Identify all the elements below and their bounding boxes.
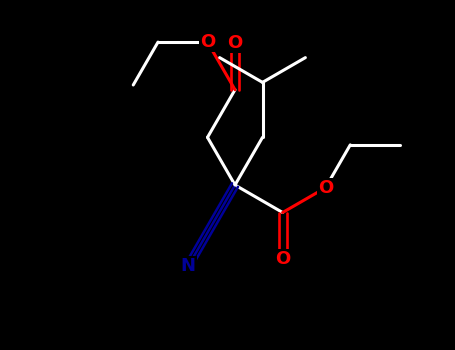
Text: O: O: [200, 33, 215, 51]
Text: N: N: [181, 257, 196, 275]
Text: O: O: [275, 250, 290, 268]
Text: O: O: [228, 34, 243, 52]
Text: O: O: [318, 179, 333, 197]
